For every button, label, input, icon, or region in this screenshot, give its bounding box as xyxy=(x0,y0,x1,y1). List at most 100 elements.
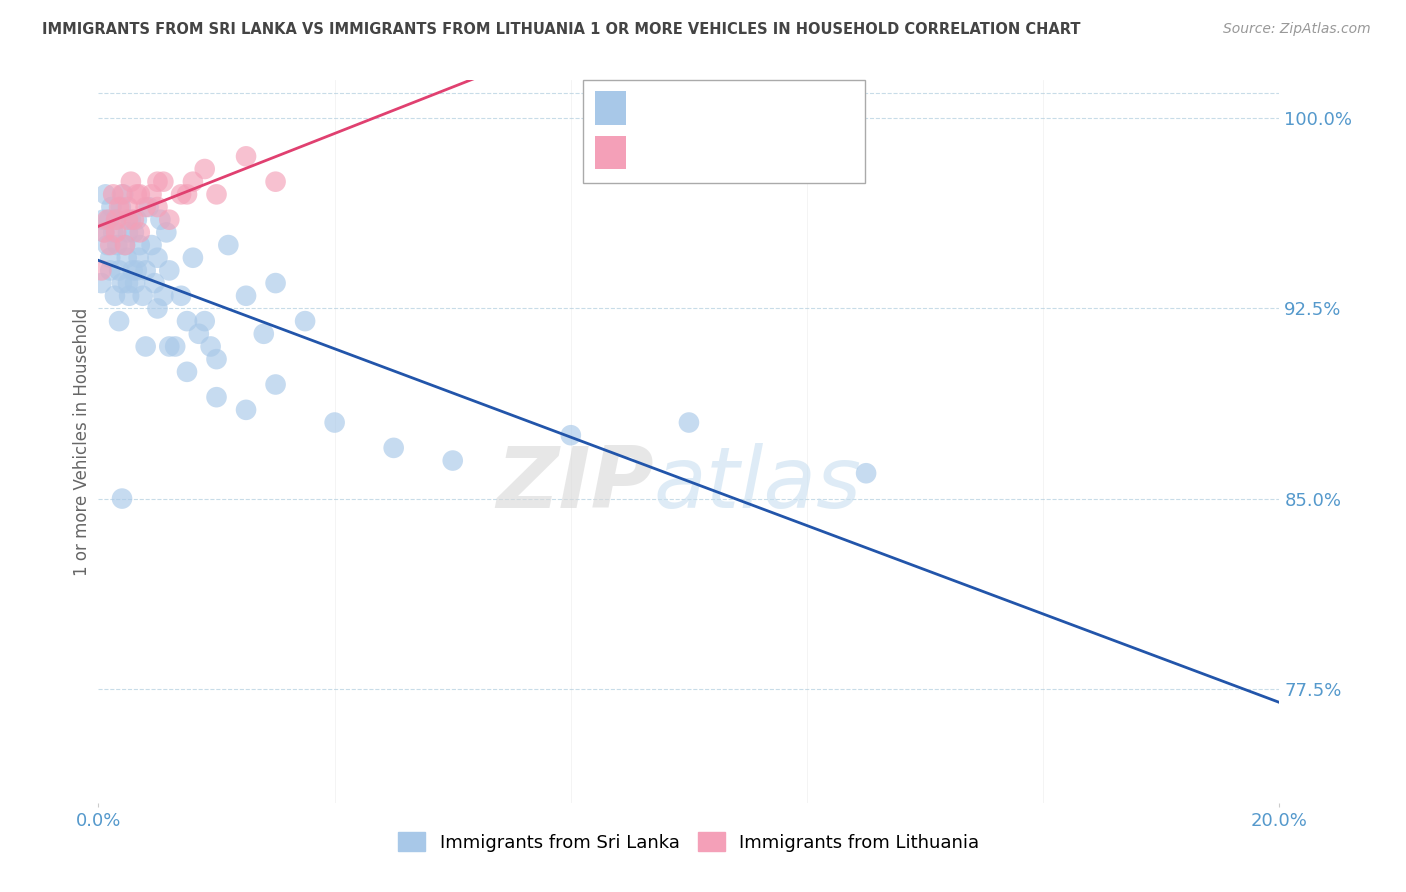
Text: atlas: atlas xyxy=(654,443,862,526)
Point xyxy=(90,263,112,277)
Point xyxy=(128,187,150,202)
Point xyxy=(560,428,582,442)
Point xyxy=(114,238,136,252)
Point xyxy=(90,276,112,290)
Point xyxy=(170,289,193,303)
Point xyxy=(120,212,142,227)
Point xyxy=(103,187,125,202)
Point xyxy=(111,276,134,290)
Point xyxy=(125,212,148,227)
Point xyxy=(93,226,115,240)
Point xyxy=(264,276,287,290)
Point xyxy=(117,212,139,227)
Point xyxy=(105,212,128,227)
Point xyxy=(194,314,217,328)
Point xyxy=(217,238,239,252)
Point xyxy=(323,416,346,430)
Point xyxy=(176,314,198,328)
Point xyxy=(205,352,228,367)
Point xyxy=(128,226,150,240)
Point xyxy=(138,200,160,214)
Point xyxy=(111,491,134,506)
Point xyxy=(181,251,204,265)
Point xyxy=(117,276,139,290)
Point xyxy=(264,377,287,392)
Point xyxy=(108,314,131,328)
Text: Source: ZipAtlas.com: Source: ZipAtlas.com xyxy=(1223,22,1371,37)
Point xyxy=(187,326,209,341)
Point xyxy=(96,212,118,227)
Point xyxy=(157,212,180,227)
Point xyxy=(146,200,169,214)
Y-axis label: 1 or more Vehicles in Household: 1 or more Vehicles in Household xyxy=(73,308,91,575)
Point xyxy=(146,251,169,265)
Point xyxy=(125,263,148,277)
Point xyxy=(114,238,136,252)
Point xyxy=(170,187,193,202)
Point xyxy=(105,238,128,252)
Point xyxy=(110,200,132,214)
Point xyxy=(100,200,122,214)
Legend: Immigrants from Sri Lanka, Immigrants from Lithuania: Immigrants from Sri Lanka, Immigrants fr… xyxy=(391,825,987,859)
Point xyxy=(294,314,316,328)
Point xyxy=(115,251,138,265)
Point xyxy=(253,326,276,341)
Text: IMMIGRANTS FROM SRI LANKA VS IMMIGRANTS FROM LITHUANIA 1 OR MORE VEHICLES IN HOU: IMMIGRANTS FROM SRI LANKA VS IMMIGRANTS … xyxy=(42,22,1081,37)
Point xyxy=(121,263,143,277)
Point xyxy=(128,251,150,265)
Point xyxy=(112,187,135,202)
Point xyxy=(157,339,180,353)
Point xyxy=(98,238,121,252)
Point xyxy=(120,175,142,189)
Point xyxy=(181,175,204,189)
Point xyxy=(146,175,169,189)
Point xyxy=(141,187,163,202)
Text: R = 0.237   N = 68: R = 0.237 N = 68 xyxy=(633,100,817,118)
Text: ZIP: ZIP xyxy=(496,443,654,526)
Point xyxy=(122,212,145,227)
Point xyxy=(93,226,115,240)
Point xyxy=(135,263,157,277)
Point xyxy=(152,289,174,303)
Point xyxy=(103,226,125,240)
Point xyxy=(152,175,174,189)
Point xyxy=(98,251,121,265)
Point xyxy=(143,276,166,290)
Point xyxy=(194,161,217,176)
Point xyxy=(105,226,128,240)
Point xyxy=(855,467,877,481)
Point xyxy=(98,212,121,227)
Point xyxy=(132,289,155,303)
Point xyxy=(117,226,139,240)
Point xyxy=(104,289,127,303)
Point xyxy=(235,289,257,303)
Point xyxy=(124,276,146,290)
Point xyxy=(382,441,405,455)
Point xyxy=(176,365,198,379)
Point xyxy=(105,212,128,227)
Point xyxy=(441,453,464,467)
Point xyxy=(111,187,134,202)
Point xyxy=(235,402,257,417)
Point xyxy=(98,263,121,277)
Point xyxy=(108,263,131,277)
Point xyxy=(125,187,148,202)
Point xyxy=(122,226,145,240)
Point xyxy=(94,187,117,202)
Point xyxy=(117,200,139,214)
Text: R = 0.528   N = 30: R = 0.528 N = 30 xyxy=(633,145,817,162)
Point xyxy=(678,416,700,430)
Point xyxy=(165,339,187,353)
Point xyxy=(128,238,150,252)
Point xyxy=(135,339,157,353)
Point xyxy=(176,187,198,202)
Point xyxy=(205,390,228,404)
Point xyxy=(155,226,177,240)
Point xyxy=(141,238,163,252)
Point xyxy=(146,301,169,316)
Point xyxy=(264,175,287,189)
Point xyxy=(235,149,257,163)
Point xyxy=(91,212,114,227)
Point xyxy=(96,238,118,252)
Point xyxy=(118,289,141,303)
